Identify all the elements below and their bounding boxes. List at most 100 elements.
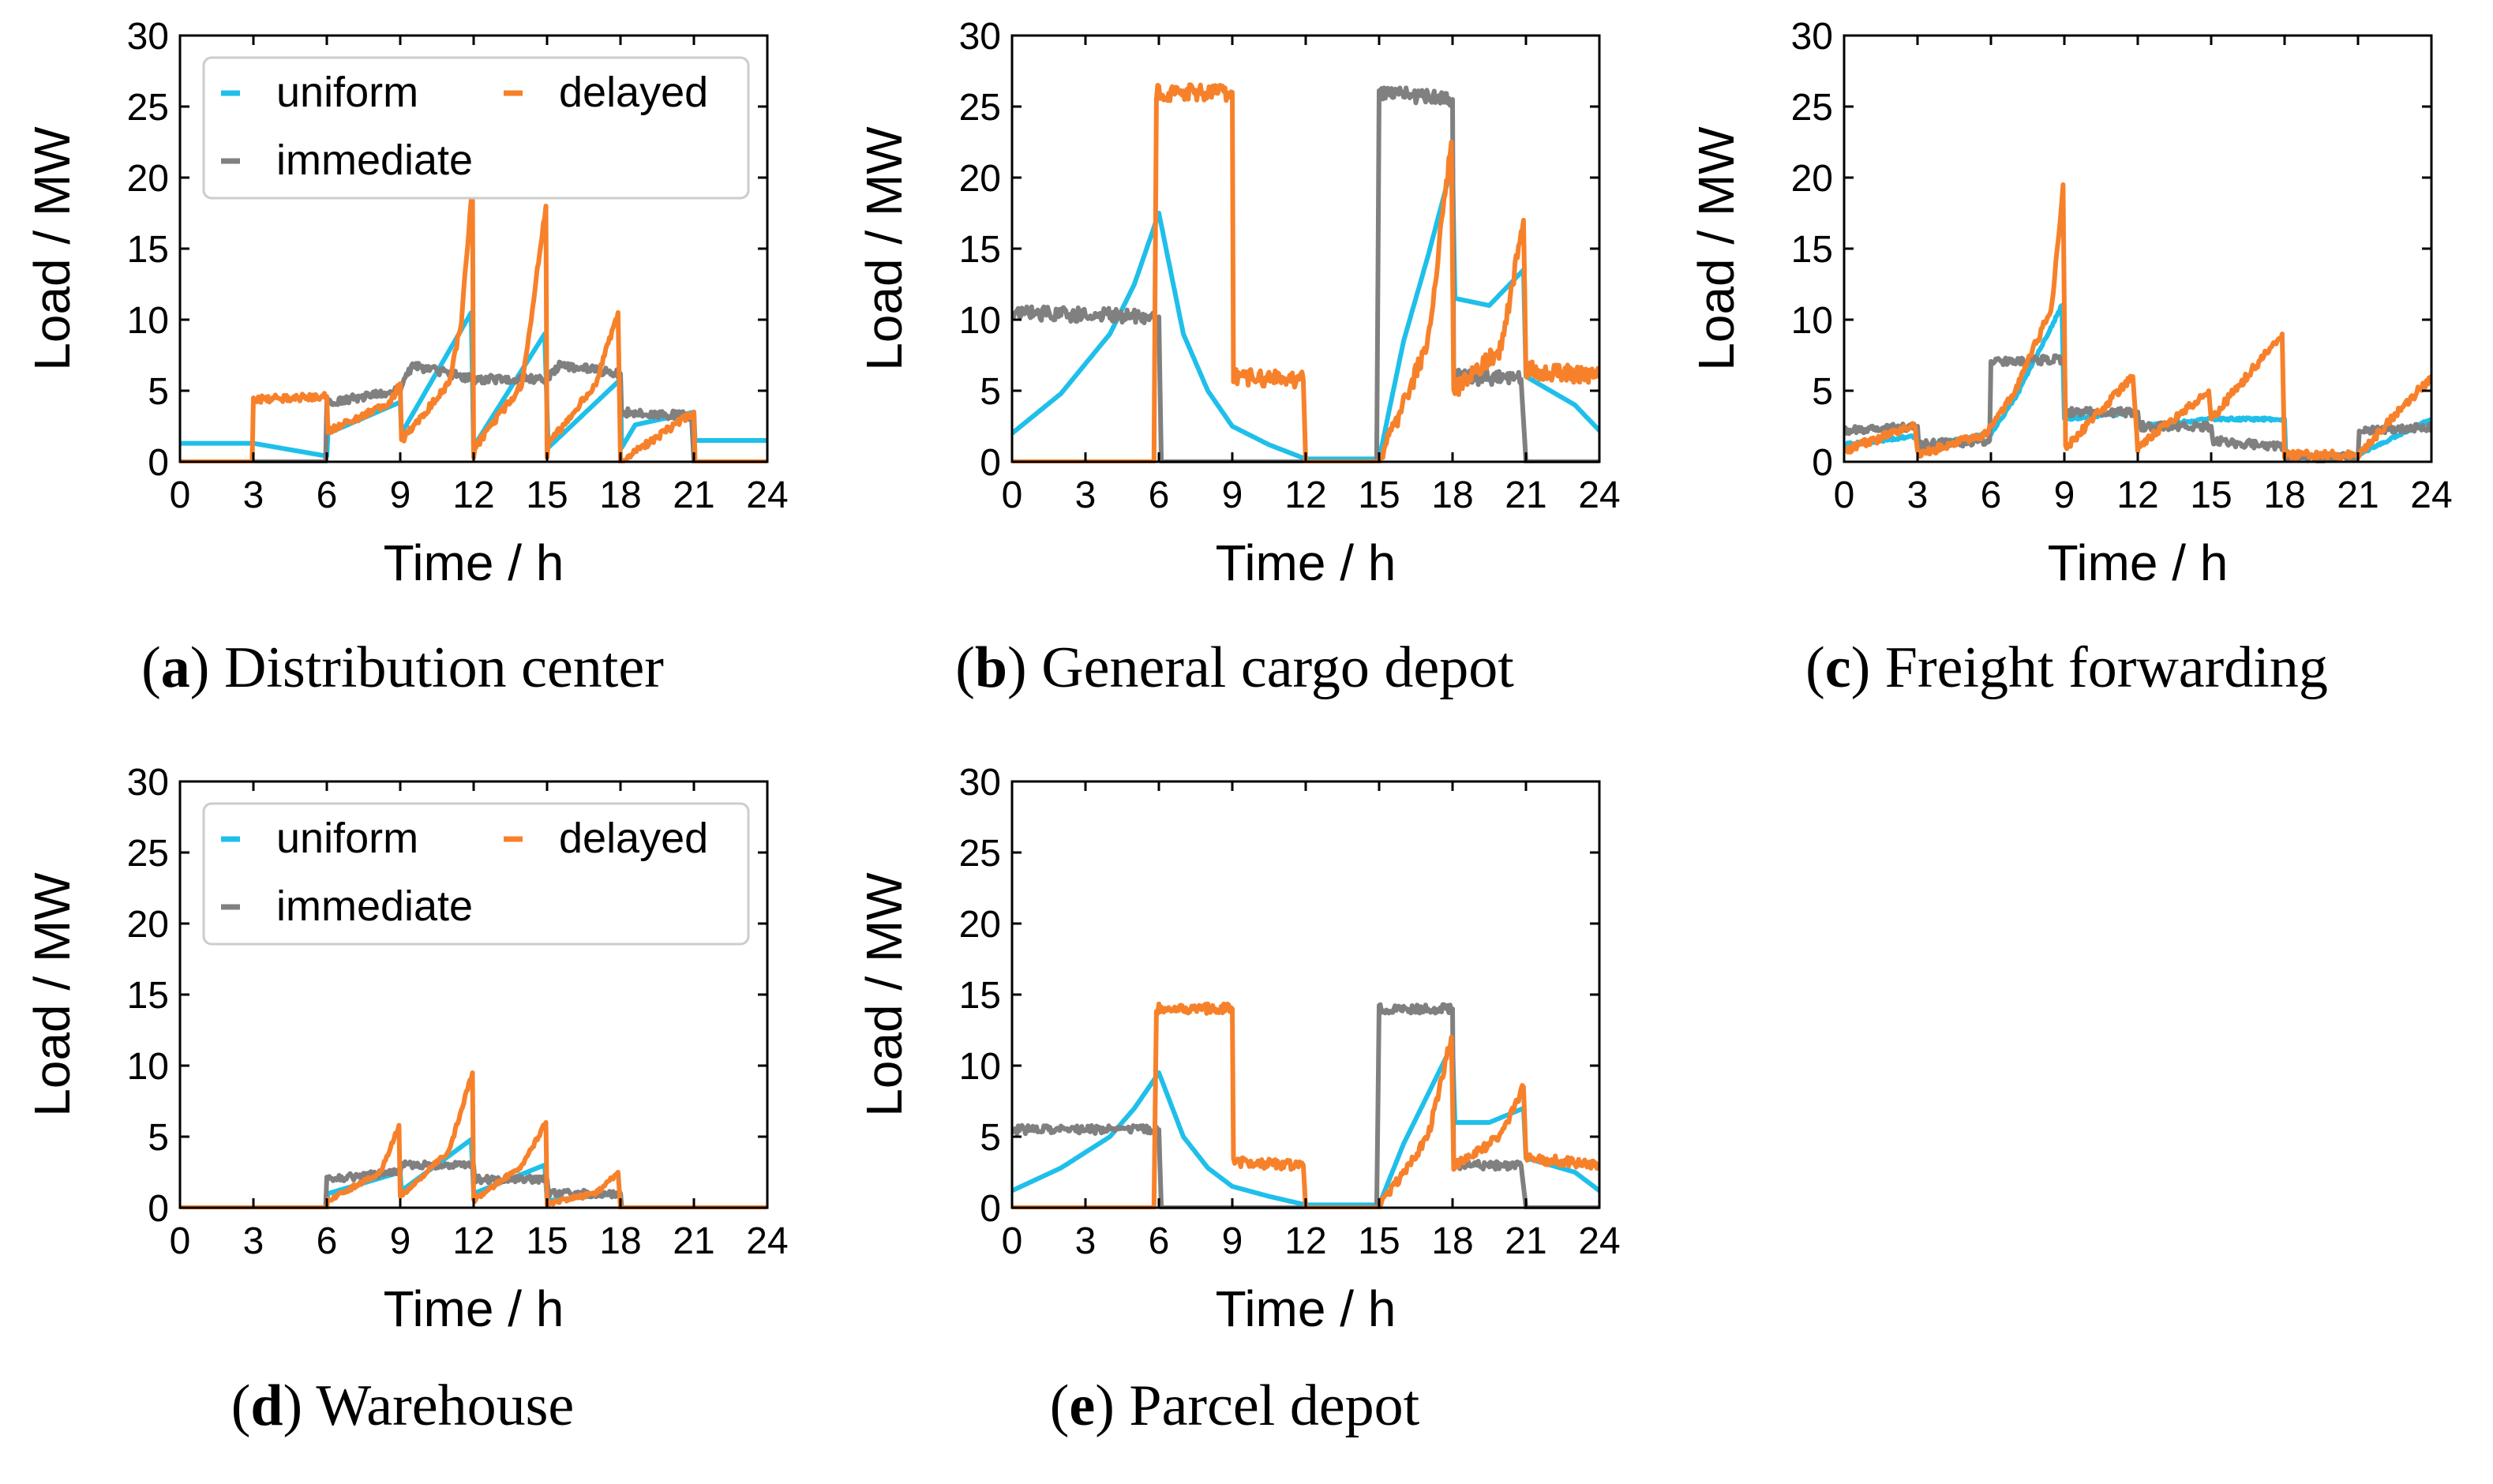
x-tick-label: 21 bbox=[2337, 474, 2379, 516]
legend: uniform delayed immediate bbox=[202, 802, 750, 946]
x-tick-label: 24 bbox=[2410, 474, 2452, 516]
y-tick-label: 5 bbox=[980, 1117, 1001, 1159]
x-tick-label: 6 bbox=[317, 474, 338, 516]
y-tick-label: 25 bbox=[1791, 87, 1833, 129]
panel-e: 0 3 6 9 12 15 18 21 24 0 5 10 15 20 25 30 Time / h Load /… bbox=[856, 762, 1621, 1438]
legend-box bbox=[202, 56, 750, 200]
y-tick-label: 20 bbox=[959, 158, 1001, 200]
x-tick-label: 6 bbox=[1149, 1220, 1170, 1262]
y-tick-label: 30 bbox=[127, 16, 169, 58]
y-tick-label: 25 bbox=[127, 87, 169, 129]
y-tick-label: 20 bbox=[1791, 158, 1833, 200]
y-tick-label: 30 bbox=[959, 762, 1001, 804]
y-tick-label: 30 bbox=[127, 762, 169, 804]
x-tick-label: 18 bbox=[1431, 474, 1473, 516]
x-tick-label: 18 bbox=[1431, 1220, 1473, 1262]
y-tick-label: 5 bbox=[148, 371, 169, 413]
x-axis-label: Time / h bbox=[1216, 1280, 1396, 1337]
x-tick-label: 18 bbox=[599, 1220, 641, 1262]
y-tick-label: 20 bbox=[127, 158, 169, 200]
y-tick-label: 0 bbox=[148, 442, 169, 484]
y-tick-label: 15 bbox=[959, 229, 1001, 271]
x-tick-label: 3 bbox=[243, 474, 264, 516]
series-line-delayed bbox=[180, 1070, 767, 1209]
y-tick-label: 5 bbox=[148, 1117, 169, 1159]
series-line-delayed bbox=[1012, 1001, 1599, 1209]
x-tick-label: 12 bbox=[2116, 474, 2158, 516]
y-tick-label: 25 bbox=[127, 833, 169, 875]
x-tick-label: 12 bbox=[1284, 1220, 1326, 1262]
panel-caption: (b) General cargo depot bbox=[955, 635, 1514, 700]
y-axis-label: Load / MW bbox=[24, 872, 81, 1117]
legend-label-delayed: delayed bbox=[559, 815, 708, 862]
legend-label-uniform: uniform bbox=[276, 815, 418, 862]
x-tick-label: 9 bbox=[390, 474, 411, 516]
y-tick-label: 10 bbox=[127, 300, 169, 342]
x-axis-label: Time / h bbox=[384, 1280, 564, 1337]
y-axis-label: Load / MW bbox=[24, 126, 81, 371]
x-axis-label: Time / h bbox=[2048, 534, 2229, 591]
x-axis-label: Time / h bbox=[384, 534, 564, 591]
x-tick-label: 3 bbox=[1075, 474, 1097, 516]
panel-caption: (d) Warehouse bbox=[231, 1373, 575, 1438]
series-line-delayed bbox=[180, 182, 767, 463]
panel-caption: (a) Distribution center bbox=[141, 635, 664, 700]
x-tick-label: 6 bbox=[1981, 474, 2002, 516]
x-tick-label: 12 bbox=[1284, 474, 1326, 516]
x-tick-label: 15 bbox=[2190, 474, 2232, 516]
x-tick-label: 9 bbox=[1222, 474, 1243, 516]
y-tick-label: 0 bbox=[148, 1188, 169, 1230]
x-tick-label: 9 bbox=[2054, 474, 2075, 516]
x-tick-label: 9 bbox=[390, 1220, 411, 1262]
series-line-delayed bbox=[1012, 82, 1599, 463]
y-tick-label: 10 bbox=[959, 300, 1001, 342]
y-axis-label: Load / MW bbox=[856, 126, 913, 371]
y-tick-label: 25 bbox=[959, 833, 1001, 875]
panel-caption: (c) Freight forwarding bbox=[1805, 635, 2328, 700]
y-tick-label: 0 bbox=[1812, 442, 1833, 484]
y-tick-label: 30 bbox=[1791, 16, 1833, 58]
panel-b: 0 3 6 9 12 15 18 21 24 0 5 10 15 20 25 30 Time / h Load /… bbox=[856, 16, 1621, 700]
legend-label-immediate: immediate bbox=[276, 137, 473, 184]
x-axis-label: Time / h bbox=[1216, 534, 1396, 591]
series-line-delayed bbox=[1844, 182, 2431, 462]
y-axis-label: Load / MW bbox=[1688, 126, 1745, 371]
y-tick-label: 30 bbox=[959, 16, 1001, 58]
x-tick-label: 24 bbox=[1578, 1220, 1620, 1262]
y-tick-label: 15 bbox=[127, 229, 169, 271]
legend: uniform delayed immediate bbox=[202, 56, 750, 200]
x-tick-label: 15 bbox=[1358, 1220, 1400, 1262]
y-tick-label: 10 bbox=[959, 1046, 1001, 1088]
legend-box bbox=[202, 802, 750, 946]
plot-frame bbox=[1843, 34, 2433, 463]
x-tick-label: 6 bbox=[1149, 474, 1170, 516]
x-tick-label: 15 bbox=[526, 474, 568, 516]
legend-label-uniform: uniform bbox=[276, 69, 418, 116]
panel-c: 0 3 6 9 12 15 18 21 24 0 5 10 15 20 25 30 Time / h Load /… bbox=[1688, 16, 2453, 700]
x-tick-label: 15 bbox=[1358, 474, 1400, 516]
plot-area-d bbox=[180, 1070, 767, 1209]
plot-area-b bbox=[1012, 82, 1599, 463]
y-tick-label: 20 bbox=[127, 904, 169, 946]
x-tick-label: 21 bbox=[1505, 474, 1546, 516]
y-tick-label: 10 bbox=[1791, 300, 1833, 342]
y-tick-label: 0 bbox=[980, 442, 1001, 484]
x-tick-label: 0 bbox=[1834, 474, 1855, 516]
x-tick-label: 3 bbox=[1907, 474, 1929, 516]
y-tick-label: 15 bbox=[1791, 229, 1833, 271]
x-tick-label: 18 bbox=[2263, 474, 2305, 516]
x-tick-label: 0 bbox=[170, 1220, 191, 1262]
legend-label-immediate: immediate bbox=[276, 883, 473, 930]
panel-d: 0 3 6 9 12 15 18 21 24 0 5 10 15 20 25 30 Time / h Load /… bbox=[24, 762, 789, 1438]
x-tick-label: 24 bbox=[746, 474, 788, 516]
x-tick-label: 18 bbox=[599, 474, 641, 516]
x-tick-label: 3 bbox=[243, 1220, 264, 1262]
y-tick-label: 15 bbox=[127, 975, 169, 1017]
x-tick-label: 21 bbox=[1505, 1220, 1546, 1262]
y-tick-label: 20 bbox=[959, 904, 1001, 946]
plot-area-e bbox=[1012, 1001, 1599, 1209]
x-tick-label: 12 bbox=[452, 474, 494, 516]
x-tick-label: 12 bbox=[452, 1220, 494, 1262]
y-tick-label: 5 bbox=[1812, 371, 1833, 413]
